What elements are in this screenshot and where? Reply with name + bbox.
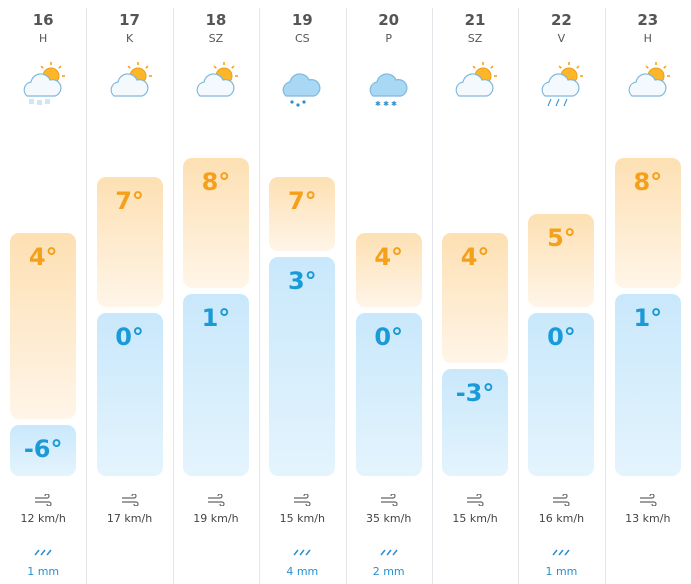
wind-speed: 16 km/h [538, 512, 585, 525]
min-temp: 1° [201, 304, 231, 333]
min-temp-box: 1° [182, 294, 249, 476]
wind-speed: 12 km/h [20, 512, 66, 525]
wind-icon [467, 494, 484, 506]
max-temp-box: 8° [614, 158, 681, 289]
precipitation: 1 mm [545, 565, 578, 578]
max-temp-box: 8° [182, 158, 249, 289]
day-number: 18 [205, 11, 227, 29]
weather-icon [628, 62, 670, 97]
day-column: 21 SZ 4° -3° 15 km/h [432, 0, 518, 584]
precipitation: 4 mm [286, 565, 319, 578]
max-temp: 7° [115, 186, 144, 215]
day-number: 19 [291, 11, 313, 29]
min-temp-box: 3° [269, 256, 336, 476]
weekday: V [557, 32, 566, 45]
wind-speed: 35 km/h [366, 512, 412, 525]
separator [346, 8, 347, 584]
day-column: 18 SZ 8° 1° 19 km/h [173, 0, 259, 584]
min-temp-box: -6° [10, 425, 77, 476]
weekday: P [385, 32, 392, 45]
wind-speed: 15 km/h [452, 512, 498, 525]
wind-icon [35, 494, 52, 506]
min-temp: 0° [547, 323, 576, 351]
min-temp: 1° [633, 304, 663, 333]
day-number: 21 [464, 11, 486, 29]
wind-speed: 19 km/h [193, 512, 239, 525]
weekday: SZ [208, 32, 224, 45]
max-temp: 8° [633, 168, 663, 196]
weekday: CS [294, 32, 310, 45]
max-temp-box: 4° [355, 232, 422, 307]
day-number: 22 [551, 11, 572, 29]
min-temp-box: 0° [528, 313, 595, 476]
wind-speed: 17 km/h [106, 512, 153, 525]
precipitation: 1 mm [27, 565, 60, 578]
day-number: 23 [637, 11, 659, 29]
max-temp: 4° [28, 242, 58, 271]
svg-text:✱ ✱ ✱: ✱ ✱ ✱ [375, 100, 397, 108]
day-column: 16 H 4° -6° 12 km/h 1 mm [0, 0, 86, 584]
max-temp: 7° [287, 186, 317, 215]
separator [173, 8, 174, 584]
max-temp-box: 4° [10, 232, 77, 420]
weekday: H [39, 32, 48, 45]
wind-icon [294, 494, 311, 506]
precipitation: 2 mm [372, 565, 405, 578]
weather-icon [542, 62, 584, 107]
min-temp-box: 0° [96, 313, 163, 476]
min-temp-box: -3° [442, 369, 509, 476]
weather-icon [110, 62, 152, 97]
day-column: 22 V 5° 0° 16 km/h 1 mm [518, 0, 604, 584]
max-temp-box: 7° [269, 176, 336, 251]
precip-icon [34, 549, 52, 556]
weather-icon [455, 62, 498, 97]
weekday: H [643, 32, 652, 45]
wind-speed: 15 km/h [279, 512, 325, 525]
weather-icon: ✱ ✱ ✱ [369, 73, 408, 108]
max-temp-box: 5° [528, 214, 595, 307]
separator [432, 8, 433, 584]
wind-icon [121, 494, 139, 506]
separator [86, 8, 87, 584]
max-temp: 4° [374, 242, 404, 271]
min-temp: -6° [23, 435, 63, 464]
weekday: SZ [467, 32, 483, 45]
separator [518, 8, 519, 584]
weekday: K [125, 32, 134, 45]
day-column: 23 H 8° 1° 13 km/h [605, 0, 691, 584]
min-temp-box: 1° [614, 294, 681, 476]
weather-icon [23, 62, 66, 105]
wind-speed: 13 km/h [625, 512, 671, 525]
max-temp-box: 4° [442, 232, 509, 364]
min-temp: -3° [455, 379, 495, 408]
separator [605, 8, 606, 584]
min-temp-box: 0° [355, 313, 422, 476]
day-number: 16 [32, 11, 54, 29]
max-temp: 4° [460, 242, 490, 271]
day-number: 17 [119, 11, 140, 29]
max-temp: 5° [547, 224, 576, 253]
min-temp: 0° [115, 323, 144, 351]
day-column: 19 CS 7° 3° 15 km/h 4 mm [259, 0, 345, 584]
wind-icon [639, 494, 657, 506]
min-temp: 3° [287, 266, 317, 295]
weather-icon [196, 62, 238, 97]
precip-icon [552, 549, 571, 556]
wind-icon [207, 494, 225, 506]
day-column: 17 K 7° 0° 17 km/h [86, 0, 172, 584]
wind-icon [380, 494, 398, 506]
weather-icon [282, 73, 321, 107]
min-temp: 0° [374, 323, 404, 351]
day-number: 20 [378, 11, 400, 29]
max-temp-box: 7° [96, 176, 163, 307]
max-temp: 8° [201, 168, 231, 196]
precip-icon [380, 549, 398, 556]
wind-icon [553, 494, 570, 506]
day-column: 20 P ✱ ✱ ✱ 4° 0° 35 km/h 2 mm [346, 0, 432, 584]
precip-icon [293, 549, 311, 556]
separator [259, 8, 260, 584]
